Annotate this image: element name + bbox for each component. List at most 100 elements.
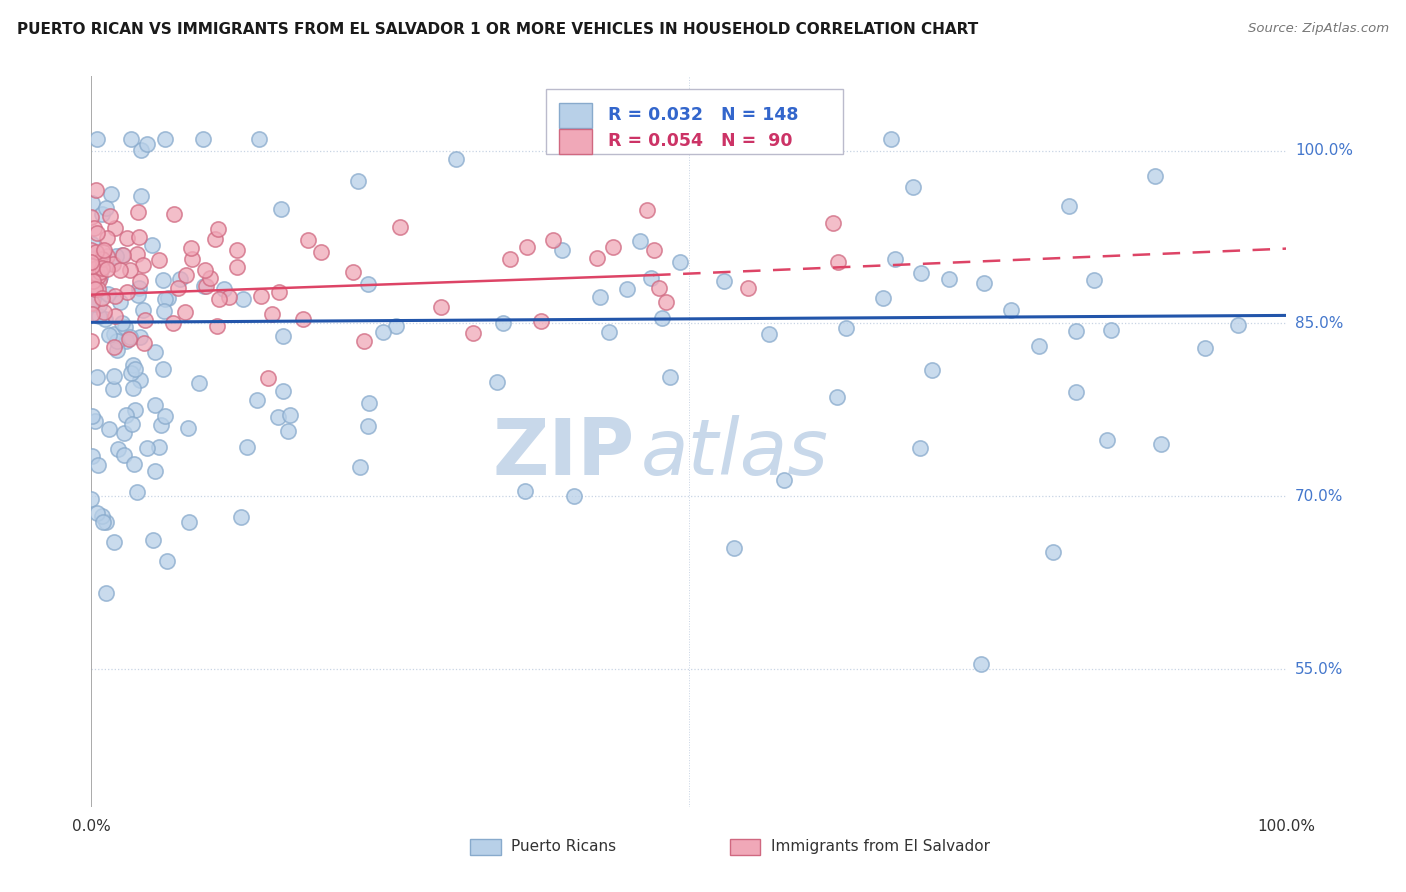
Point	[177, 420, 200, 434]
Point	[198, 270, 221, 285]
Point	[118, 330, 141, 344]
Point	[1057, 199, 1080, 213]
Text: 100.0%: 100.0%	[1295, 144, 1353, 158]
Point	[112, 248, 135, 262]
Point	[80, 210, 103, 224]
Point	[921, 363, 943, 377]
Point	[1042, 545, 1064, 559]
Point	[1194, 341, 1216, 355]
Point	[153, 132, 176, 146]
Point	[80, 409, 103, 423]
Point	[461, 326, 484, 340]
Point	[94, 201, 117, 215]
Point	[342, 265, 364, 279]
Point	[486, 375, 509, 389]
Point	[82, 297, 104, 311]
Point	[371, 325, 394, 339]
Point	[616, 282, 638, 296]
Point	[659, 369, 682, 384]
Point	[249, 289, 271, 303]
Point	[103, 340, 125, 354]
Point	[232, 292, 254, 306]
Point	[93, 312, 115, 326]
Point	[118, 262, 141, 277]
Point	[111, 248, 134, 262]
Point	[516, 240, 538, 254]
Point	[530, 314, 553, 328]
Text: atlas: atlas	[641, 415, 830, 491]
Point	[827, 255, 849, 269]
Point	[120, 132, 142, 146]
Point	[491, 316, 513, 330]
Point	[389, 219, 412, 234]
Point	[163, 207, 186, 221]
Point	[108, 263, 131, 277]
Point	[86, 282, 108, 296]
Point	[207, 222, 229, 236]
Point	[86, 227, 108, 241]
Point	[129, 274, 152, 288]
Point	[121, 417, 143, 431]
Point	[89, 265, 111, 279]
Point	[541, 233, 564, 247]
Point	[1144, 169, 1167, 184]
Point	[143, 344, 166, 359]
Point	[129, 143, 152, 157]
Point	[132, 302, 155, 317]
Point	[129, 330, 152, 344]
Point	[973, 276, 995, 290]
Point	[1099, 323, 1122, 337]
Point	[148, 252, 170, 267]
Point	[103, 327, 125, 342]
Point	[444, 152, 467, 166]
Point	[256, 371, 278, 385]
Text: PUERTO RICAN VS IMMIGRANTS FROM EL SALVADOR 1 OR MORE VEHICLES IN HOUSEHOLD CORR: PUERTO RICAN VS IMMIGRANTS FROM EL SALVA…	[17, 22, 979, 37]
Point	[104, 309, 127, 323]
Point	[970, 657, 993, 671]
Point	[104, 221, 127, 235]
Text: Immigrants from El Salvador: Immigrants from El Salvador	[770, 838, 990, 854]
Point	[86, 261, 108, 276]
Point	[143, 464, 166, 478]
Point	[112, 426, 135, 441]
Point	[129, 189, 152, 203]
Point	[218, 290, 240, 304]
Point	[180, 252, 202, 267]
Point	[97, 286, 120, 301]
Point	[938, 272, 960, 286]
Point	[773, 473, 796, 487]
Point	[908, 441, 931, 455]
Point	[134, 312, 156, 326]
Text: R = 0.032   N = 148: R = 0.032 N = 148	[607, 106, 799, 124]
Point	[124, 403, 146, 417]
Point	[1226, 318, 1249, 332]
Point	[84, 183, 107, 197]
Point	[193, 132, 215, 146]
Point	[270, 202, 292, 216]
Point	[100, 209, 122, 223]
Point	[84, 244, 107, 259]
Point	[86, 268, 108, 283]
Point	[80, 491, 103, 506]
Point	[110, 316, 132, 330]
Point	[910, 266, 932, 280]
Point	[357, 277, 380, 291]
Point	[124, 361, 146, 376]
Point	[551, 244, 574, 258]
Point	[153, 303, 176, 318]
Point	[82, 280, 104, 294]
Point	[89, 269, 111, 284]
Point	[89, 273, 111, 287]
Point	[205, 318, 228, 333]
Point	[901, 180, 924, 194]
Point	[152, 273, 174, 287]
Point	[640, 270, 662, 285]
Point	[1066, 385, 1088, 400]
Point	[97, 422, 120, 436]
Point	[91, 515, 114, 529]
Point	[267, 285, 290, 299]
Point	[80, 334, 103, 348]
Point	[82, 296, 104, 310]
Point	[115, 230, 138, 244]
Point	[112, 449, 135, 463]
